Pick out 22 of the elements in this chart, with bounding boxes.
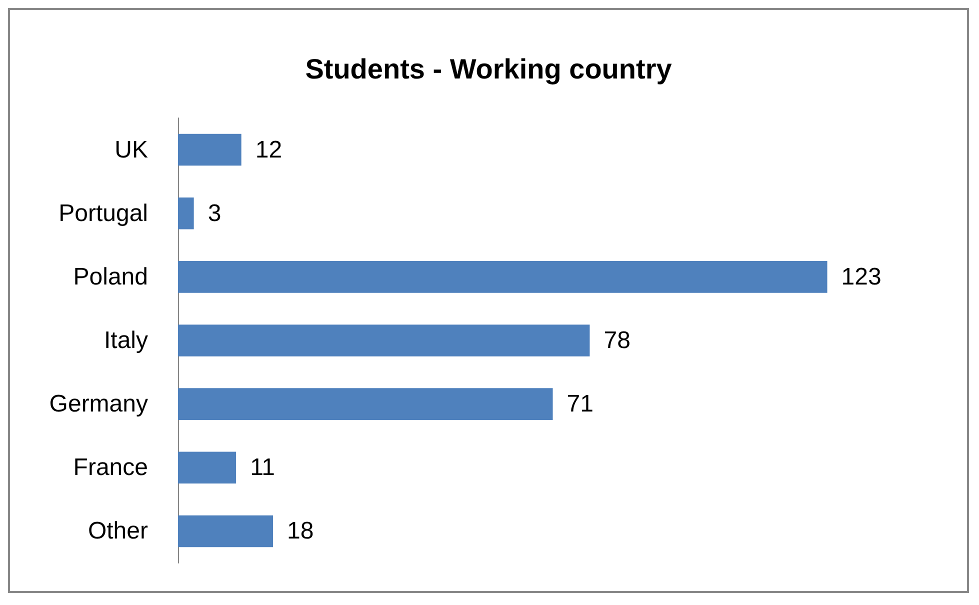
bar xyxy=(178,261,828,293)
y-tick-label: Portugal xyxy=(58,200,148,227)
data-label: 123 xyxy=(841,263,882,290)
data-label: 78 xyxy=(604,327,630,354)
data-label: 71 xyxy=(566,390,594,418)
data-label: 18 xyxy=(287,518,314,545)
y-tick-label: Poland xyxy=(73,263,148,290)
chart-title: Students - Working country xyxy=(305,54,672,84)
bar xyxy=(178,134,242,166)
y-tick-label: UK xyxy=(114,136,148,164)
bar xyxy=(178,324,590,356)
data-label: 3 xyxy=(208,200,222,227)
bar xyxy=(178,388,553,420)
y-tick-label: France xyxy=(73,454,148,482)
data-label: 11 xyxy=(250,454,275,482)
y-tick-label: Germany xyxy=(49,390,148,418)
y-tick-label: Italy xyxy=(104,327,148,354)
bar xyxy=(178,452,236,484)
y-tick-label: Other xyxy=(88,518,148,545)
data-label: 12 xyxy=(255,136,282,164)
bar xyxy=(178,197,194,230)
bar xyxy=(178,515,274,548)
